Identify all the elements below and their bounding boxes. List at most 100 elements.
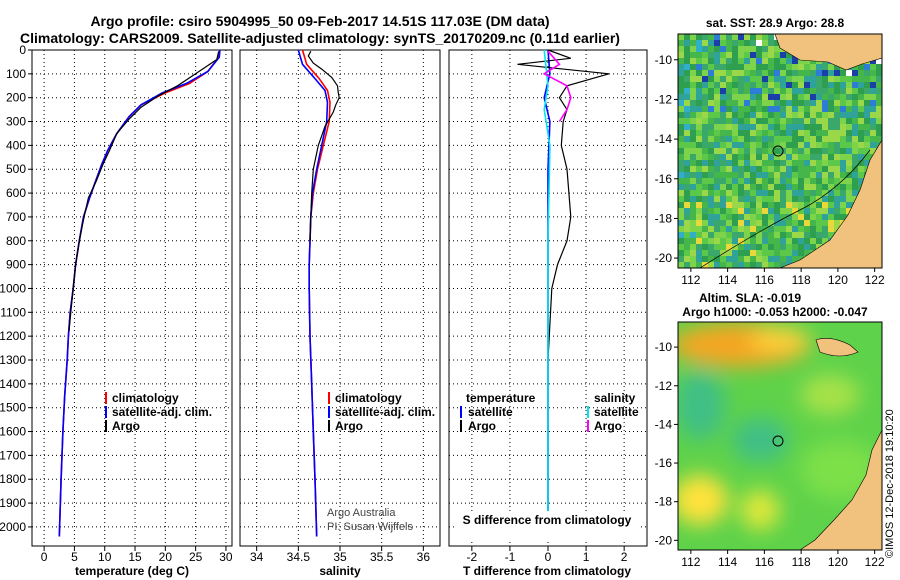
sst-cell: [846, 160, 852, 166]
sst-cell: [690, 262, 696, 268]
sst-cell: [834, 148, 840, 154]
sst-cell: [804, 202, 810, 208]
sst-cell: [786, 160, 792, 166]
sst-cell: [756, 262, 762, 268]
sst-cell: [762, 136, 768, 142]
sst-cell: [786, 88, 792, 94]
sst-cell: [870, 100, 876, 106]
sst-cell: [822, 190, 828, 196]
sst-cell: [864, 106, 870, 112]
sst-cell: [834, 112, 840, 118]
sst-cell: [684, 202, 690, 208]
sst-cell: [768, 52, 774, 58]
sst-cell: [738, 130, 744, 136]
x-tick-label: 35: [333, 550, 347, 564]
sst-cell: [684, 262, 690, 268]
sst-cell: [846, 76, 852, 82]
sst-cell: [834, 142, 840, 148]
sst-cell: [780, 100, 786, 106]
sst-cell: [678, 160, 684, 166]
y-tick-label: 1500: [0, 401, 26, 415]
sst-cell: [744, 100, 750, 106]
sst-cell: [690, 184, 696, 190]
sst-cell: [762, 112, 768, 118]
sst-cell: [768, 202, 774, 208]
sst-cell: [696, 214, 702, 220]
sst-cell: [720, 244, 726, 250]
sst-cell: [828, 88, 834, 94]
x-tick-label: -1: [505, 550, 516, 564]
sst-cell: [810, 202, 816, 208]
sst-cell: [696, 154, 702, 160]
sst-cell: [828, 94, 834, 100]
sst-cell: [780, 262, 786, 268]
sst-cell: [726, 46, 732, 52]
sst-cell: [786, 118, 792, 124]
sst-cell: [786, 148, 792, 154]
sst-cell: [684, 226, 690, 232]
sst-cell: [684, 160, 690, 166]
sst-cell: [708, 52, 714, 58]
sst-cell: [822, 70, 828, 76]
sst-cell: [840, 124, 846, 130]
sst-cell: [720, 208, 726, 214]
sst-cell: [762, 220, 768, 226]
sst-cell: [786, 94, 792, 100]
lat-tick-label: -18: [655, 211, 673, 225]
sst-cell: [714, 76, 720, 82]
sst-cell: [804, 124, 810, 130]
sst-cell: [756, 112, 762, 118]
sst-cell: [834, 190, 840, 196]
sst-cell: [804, 112, 810, 118]
sst-cell: [750, 130, 756, 136]
sst-cell: [834, 64, 840, 70]
sst-cell: [738, 184, 744, 190]
sla-high-north-2: [750, 328, 810, 352]
sst-cell: [762, 178, 768, 184]
sst-cell: [684, 136, 690, 142]
series-argo: [68, 51, 220, 332]
series-satellite-adj-clim-: [297, 49, 329, 537]
sst-cell: [804, 172, 810, 178]
lat-tick-label: -20: [655, 533, 673, 547]
sst-cell: [756, 154, 762, 160]
sst-cell: [756, 82, 762, 88]
sst-cell: [864, 130, 870, 136]
lon-tick-label: 118: [792, 273, 811, 287]
sst-cell: [732, 100, 738, 106]
sst-cell: [690, 190, 696, 196]
sst-cell: [846, 70, 852, 76]
sst-cell: [684, 76, 690, 82]
sst-cell: [774, 94, 780, 100]
sst-cell: [774, 136, 780, 142]
sst-cell: [750, 52, 756, 58]
sst-cell: [774, 88, 780, 94]
sst-cell: [702, 118, 708, 124]
sst-cell: [684, 58, 690, 64]
sst-cell: [846, 190, 852, 196]
sst-cell: [702, 40, 708, 46]
sst-cell: [792, 64, 798, 70]
sst-cell: [726, 58, 732, 64]
sst-cell: [774, 232, 780, 238]
sst-cell: [750, 214, 756, 220]
sst-cell: [810, 220, 816, 226]
sst-cell: [750, 244, 756, 250]
sst-cell: [678, 100, 684, 106]
x-tick-label: 34.5: [287, 550, 311, 564]
sst-cell: [780, 190, 786, 196]
sst-cell: [774, 52, 780, 58]
sst-cell: [702, 148, 708, 154]
sst-cell: [738, 178, 744, 184]
sst-cell: [750, 148, 756, 154]
sst-cell: [870, 112, 876, 118]
sst-cell: [738, 40, 744, 46]
sst-cell: [834, 130, 840, 136]
sst-title: sat. SST: 28.9 Argo: 28.8: [706, 16, 845, 30]
sst-cell: [702, 76, 708, 82]
sst-cell: [702, 160, 708, 166]
sst-cell: [720, 94, 726, 100]
sst-cell: [684, 112, 690, 118]
sst-cell: [780, 208, 786, 214]
sst-cell: [738, 106, 744, 112]
